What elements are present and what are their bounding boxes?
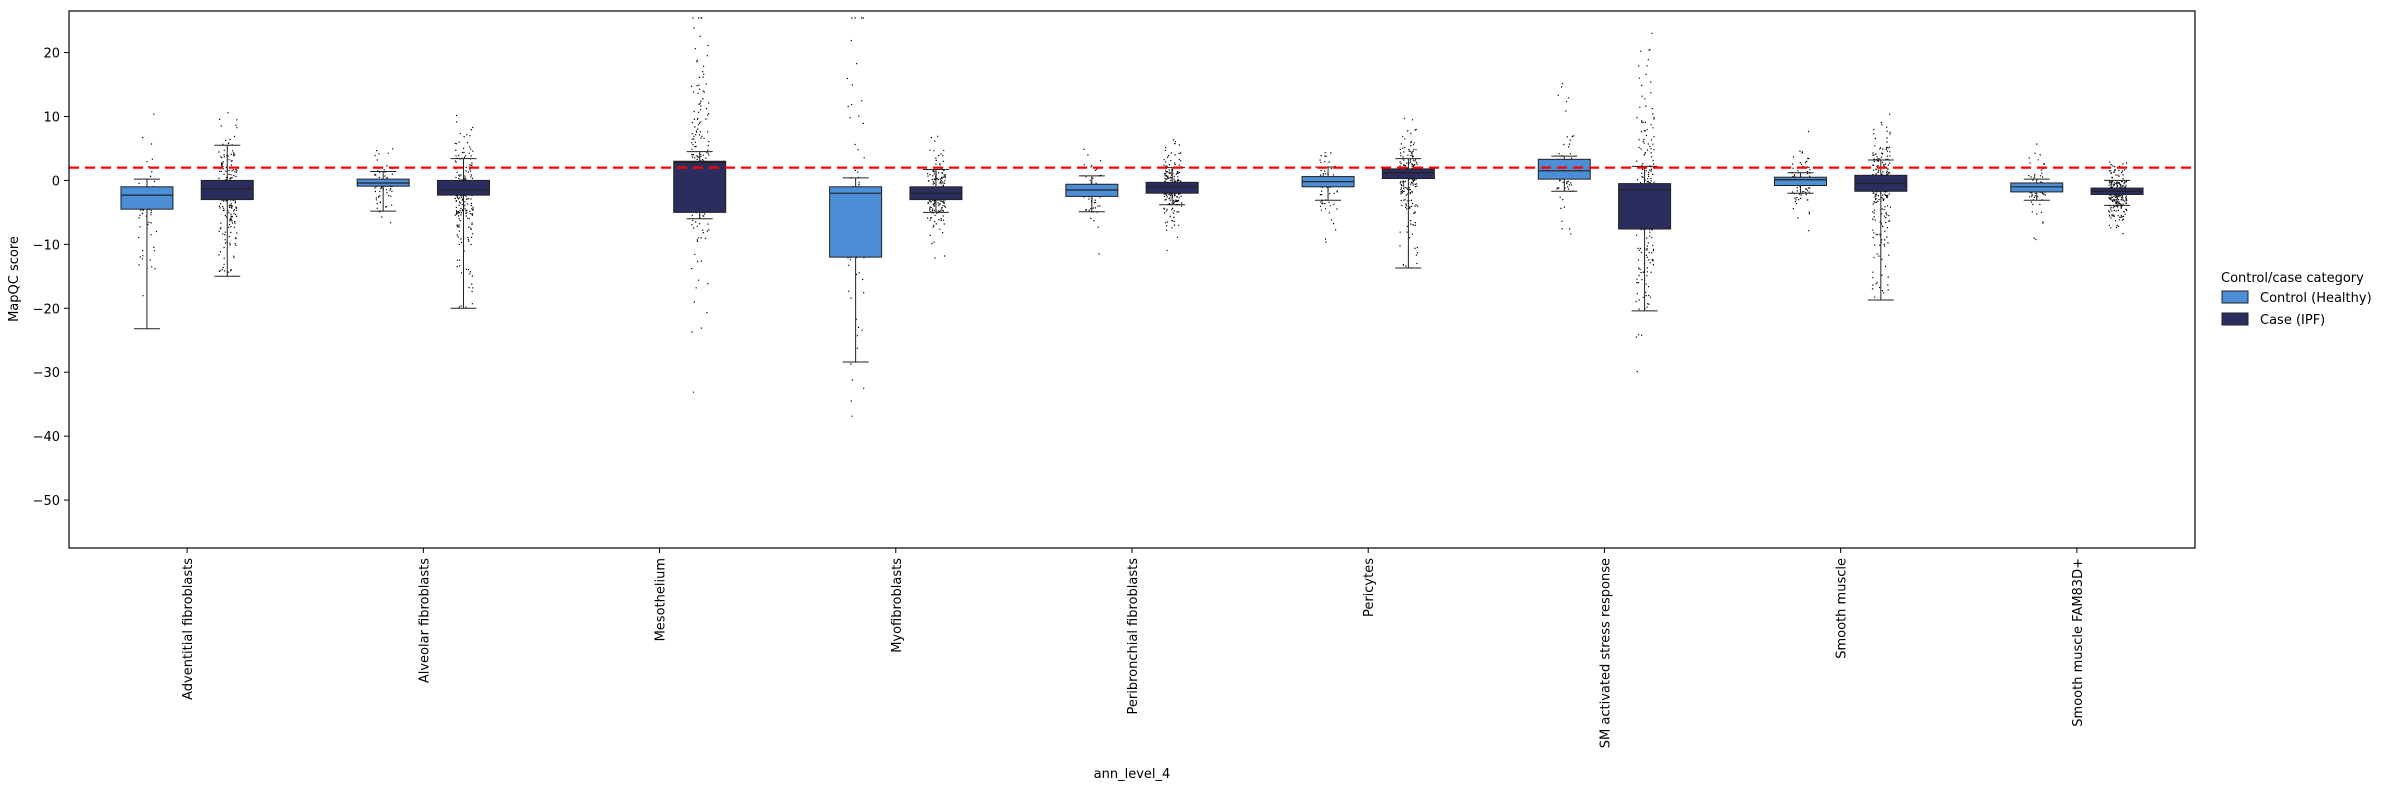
box [1381, 168, 1435, 179]
legend-swatch-control [2221, 290, 2249, 304]
jitter-point-group [2108, 161, 2128, 235]
y-tick-label: 0 [52, 174, 60, 189]
jitter-point-group [1319, 152, 1338, 243]
box [1774, 176, 1828, 187]
y-tick-label: −30 [33, 366, 60, 381]
y-tick-label: 10 [43, 110, 60, 125]
jitter-point-group [1555, 83, 1575, 235]
box-series [120, 144, 2144, 363]
legend-label-control: Control (Healthy) [2260, 291, 2372, 306]
x-tick-label: Alveolar fibroblasts [417, 558, 432, 683]
y-axis: 20 10 0 −10 −20 −30 −40 −50 [33, 47, 69, 509]
jitter-point-group [1083, 148, 1102, 255]
x-tick-label: Myofibroblasts [890, 558, 905, 653]
jitter-points [138, 17, 2128, 417]
y-tick-label: −50 [33, 494, 60, 509]
legend-title: Control/case category [2221, 271, 2364, 286]
box [1618, 183, 1672, 230]
y-tick-label: −20 [33, 302, 60, 317]
legend-label-case: Case (IPF) [2260, 313, 2325, 328]
box [1145, 181, 1199, 194]
box [673, 160, 727, 213]
x-axis-label: ann_level_4 [1094, 767, 1171, 782]
box [1537, 158, 1591, 180]
y-tick-label: −40 [33, 430, 60, 445]
y-tick-label: 20 [43, 47, 60, 62]
box [2010, 182, 2064, 193]
y-axis-label: MapQC score [7, 236, 22, 322]
legend-swatch-case [2221, 312, 2249, 326]
box [829, 186, 883, 258]
jitter-point-group [1871, 113, 1891, 298]
box [120, 186, 174, 210]
box [200, 179, 254, 201]
x-axis: Adventitial fibroblasts Alveolar fibrobla… [181, 548, 2086, 748]
x-tick-label: Pericytes [1362, 558, 1377, 617]
plot-frame [68, 10, 2196, 549]
x-tick-label: Smooth muscle [1835, 558, 1850, 659]
y-tick-label: −10 [33, 238, 60, 253]
x-tick-label: Adventitial fibroblasts [181, 558, 196, 700]
box [436, 179, 490, 196]
x-tick-label: SM activated stress response [1598, 558, 1613, 748]
legend: Control/case category Control (Healthy) … [2221, 271, 2372, 328]
x-tick-label: Peribronchial fibroblasts [1126, 558, 1141, 715]
jitter-point-group [454, 114, 474, 308]
x-tick-label: Smooth muscle FAM83D+ [2071, 558, 2086, 727]
jitter-point-group [1163, 139, 1183, 251]
x-tick-label: Mesothelium [654, 558, 669, 641]
jitter-point-group [1399, 117, 1419, 269]
